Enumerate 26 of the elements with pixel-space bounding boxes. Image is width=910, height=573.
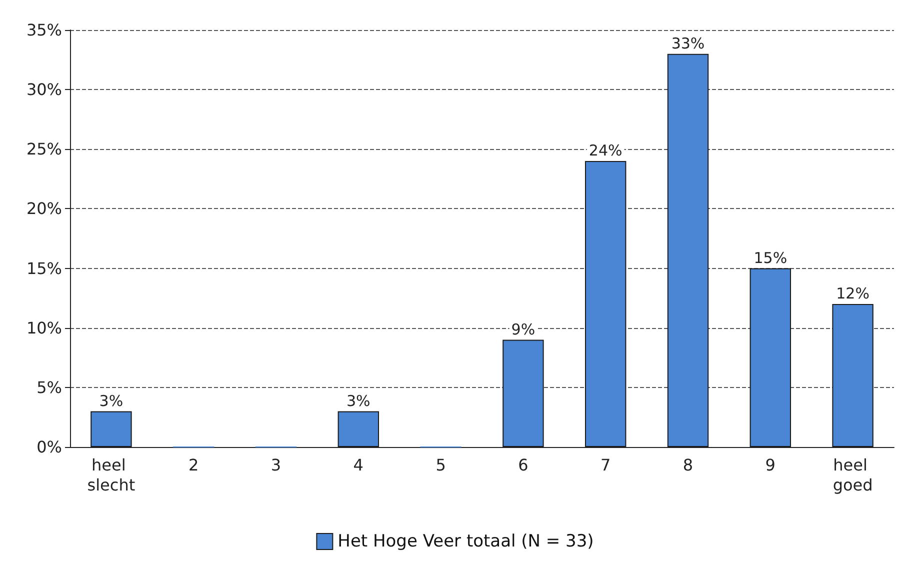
x-tick-label: 8 — [682, 456, 694, 474]
x-tick-label: 6 — [518, 456, 528, 474]
legend-label: Het Hoge Veer totaal (N = 33) — [338, 532, 594, 552]
x-tick-label: 7 — [600, 456, 611, 474]
data-label: 12% — [836, 284, 870, 303]
y-tick-label: 10% — [26, 318, 62, 338]
data-label: 24% — [588, 142, 622, 160]
data-label: 9% — [511, 320, 536, 338]
y-tick-label: 25% — [26, 140, 62, 159]
data-label: 33% — [671, 34, 705, 52]
x-tick-label: 4 — [353, 456, 364, 474]
data-label: 15% — [754, 248, 788, 267]
x-tick-label: heel slecht — [87, 456, 136, 494]
x-tick-label: 9 — [765, 456, 776, 474]
x-tick-label: heel goed — [832, 456, 873, 494]
y-tick-label: 20% — [26, 199, 62, 218]
data-label: 3% — [346, 392, 370, 410]
y-tick-label: 35% — [26, 20, 62, 40]
y-tick-label: 5% — [36, 378, 62, 397]
x-tick-label: 3 — [270, 456, 282, 474]
y-tick-label: 15% — [26, 258, 62, 278]
y-tick-label: 0% — [36, 438, 62, 456]
y-tick-label: 30% — [26, 80, 62, 100]
x-tick-label: 5 — [436, 456, 446, 474]
x-tick-label: 2 — [188, 456, 199, 474]
data-label: 3% — [99, 392, 124, 410]
